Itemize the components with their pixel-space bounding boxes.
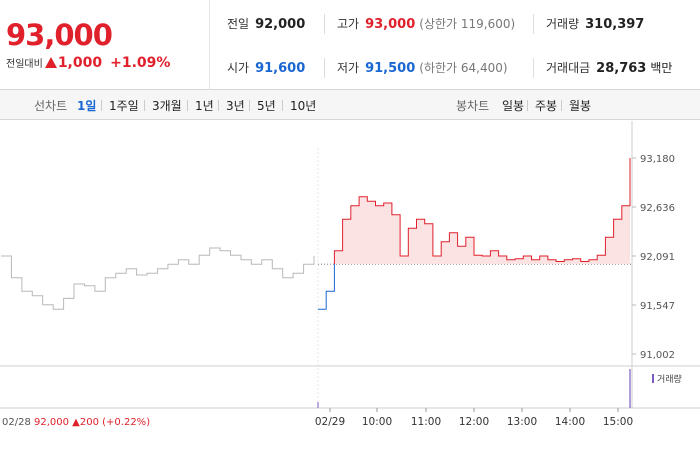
- volume-stat: 거래량 310,397: [546, 15, 644, 32]
- chart-toolbar: 선차트 1일 1주일 3개월 1년 3년 5년 10년 봉차트 일봉 주봉 월봉: [0, 90, 700, 120]
- candle-daily-button[interactable]: 일봉: [502, 99, 525, 113]
- intraday-price-chart[interactable]: 93,180 92,636 92,091 91,547 91,002 거래량 02/29…: [0, 121, 700, 450]
- low-label: 저가: [337, 61, 360, 75]
- open-label: 시가: [227, 61, 250, 75]
- volume-value: 310,397: [585, 17, 645, 32]
- period-1w-button[interactable]: 1주일: [109, 99, 139, 113]
- divider: [101, 100, 102, 111]
- high-stat: 고가 93,000 (상한가 119,600): [337, 15, 515, 32]
- prev-day-date: 02/28: [2, 417, 34, 428]
- volume-legend: 거래량: [657, 373, 682, 385]
- prev-close-value: 92,000: [255, 17, 306, 32]
- divider: [324, 14, 325, 34]
- divider: [187, 100, 188, 111]
- prev-day-caption: 02/28 92,000 ▲200 (+0.22%): [2, 417, 150, 428]
- y-axis: 93,180 92,636 92,091 91,547 91,002: [632, 154, 675, 361]
- change-percent: +1.09%: [110, 55, 171, 71]
- lower-limit: (하한가 64,400): [419, 61, 508, 75]
- trade-value-stat: 거래대금 28,763 백만: [546, 59, 672, 76]
- divider: [527, 100, 528, 111]
- line-chart-label: 선차트: [34, 99, 68, 113]
- divider: [324, 58, 325, 78]
- x-tick-label: 15:00: [603, 416, 633, 428]
- y-tick-label: 91,547: [640, 301, 675, 312]
- price-plot: [1, 158, 632, 310]
- divider: [533, 14, 534, 34]
- x-tick-label: 11:00: [411, 416, 441, 428]
- divider: [249, 100, 250, 111]
- change-label: 전일대비: [6, 59, 43, 70]
- price-summary: 93,000 전일대비 1,000 +1.09% 전일 92,000 고가 93,000…: [0, 0, 700, 90]
- high-label: 고가: [337, 17, 360, 31]
- current-price: 93,000: [6, 18, 113, 52]
- prev-session-line: [1, 247, 315, 310]
- y-tick-label: 92,091: [640, 252, 675, 263]
- trade-value-unit: 백만: [650, 61, 673, 75]
- prev-close-label: 전일: [227, 17, 250, 31]
- high-value: 93,000: [365, 17, 416, 32]
- y-tick-label: 92,636: [640, 203, 675, 214]
- x-tick-label: 10:00: [362, 416, 392, 428]
- chart-grid: [0, 121, 700, 409]
- prev-day-change: 200: [80, 417, 102, 428]
- trade-value: 28,763: [596, 61, 647, 76]
- y-tick-label: 91,002: [640, 350, 675, 361]
- x-tick-label: 13:00: [507, 416, 537, 428]
- x-axis: 02/29 10:00 11:00 12:00 13:00 14:00 15:00 02/28…: [2, 408, 633, 428]
- current-session-up-line: [333, 158, 631, 265]
- prev-day-change-pct: (+0.22%): [102, 417, 150, 428]
- volume-label: 거래량: [546, 17, 580, 31]
- up-triangle-icon: ▲: [72, 417, 80, 428]
- x-tick-label: 12:00: [459, 416, 489, 428]
- candle-monthly-button[interactable]: 월봉: [569, 99, 592, 113]
- volume-panel: 거래량: [317, 369, 682, 408]
- trade-value-label: 거래대금: [546, 61, 591, 75]
- divider: [533, 58, 534, 78]
- y-tick-label: 93,180: [640, 154, 675, 165]
- change-value: 1,000: [57, 55, 103, 71]
- period-3y-button[interactable]: 3년: [226, 99, 245, 113]
- prev-close-stat: 전일 92,000: [227, 15, 305, 32]
- prev-day-price: 92,000: [34, 417, 72, 428]
- divider: [144, 100, 145, 111]
- x-tick-label: 02/29: [315, 416, 345, 428]
- open-stat: 시가 91,600: [227, 59, 305, 76]
- divider: [561, 100, 562, 111]
- price-change: 전일대비 1,000 +1.09%: [6, 55, 170, 71]
- volume-legend-swatch: [652, 374, 654, 383]
- divider: [218, 100, 219, 111]
- candle-weekly-button[interactable]: 주봉: [535, 99, 558, 113]
- period-1d-button[interactable]: 1일: [77, 99, 97, 113]
- up-area-fill: [318, 158, 630, 265]
- period-3m-button[interactable]: 3개월: [152, 99, 182, 113]
- low-value: 91,500: [365, 61, 416, 76]
- period-1y-button[interactable]: 1년: [195, 99, 214, 113]
- period-5y-button[interactable]: 5년: [257, 99, 276, 113]
- up-triangle-icon: [44, 57, 57, 68]
- period-10y-button[interactable]: 10년: [290, 99, 317, 113]
- low-stat: 저가 91,500 (하한가 64,400): [337, 59, 508, 76]
- x-tick-label: 14:00: [555, 416, 585, 428]
- open-value: 91,600: [255, 61, 306, 76]
- current-price-box: 93,000 전일대비 1,000 +1.09%: [0, 0, 210, 90]
- upper-limit: (상한가 119,600): [419, 17, 516, 31]
- candle-chart-label: 봉차트: [456, 99, 490, 113]
- divider: [282, 100, 283, 111]
